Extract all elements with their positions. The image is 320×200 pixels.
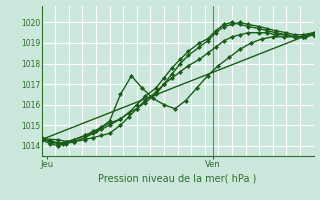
X-axis label: Pression niveau de la mer( hPa ): Pression niveau de la mer( hPa ) [99, 173, 257, 183]
